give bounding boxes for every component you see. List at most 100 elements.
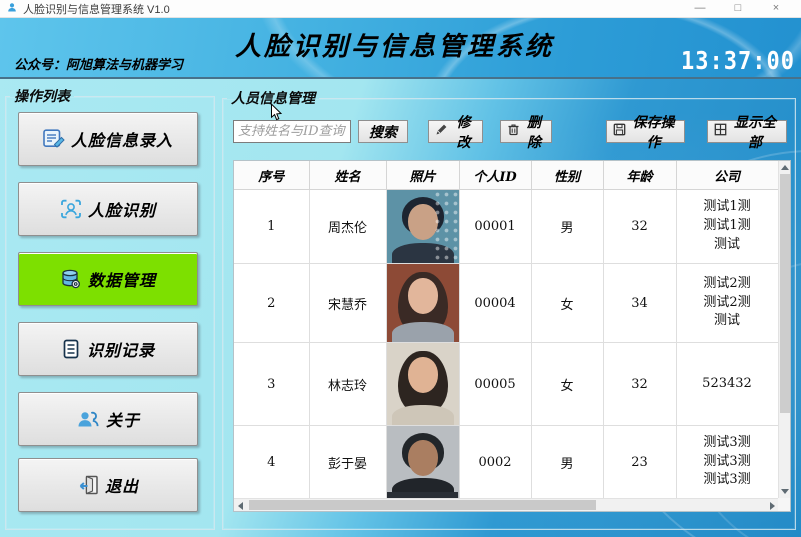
sidebar-item-label: 识别记录 bbox=[86, 341, 155, 360]
next-row-photo-sliver bbox=[387, 492, 458, 498]
about-users-icon bbox=[76, 409, 100, 429]
table-row[interactable]: 4 彭于晏 0002 男 23 测试3测 测试3测 测试3测 bbox=[234, 425, 779, 499]
horizontal-scrollbar-thumb[interactable] bbox=[249, 500, 596, 510]
people-table: 序号 姓名 照片 个人ID 性别 年龄 公司 1 周杰伦 00001 男 32 … bbox=[234, 161, 779, 499]
table-header-row: 序号 姓名 照片 个人ID 性别 年龄 公司 bbox=[234, 161, 779, 190]
cell-gender: 男 bbox=[530, 189, 604, 264]
cell-photo bbox=[385, 342, 460, 426]
cell-seq: 1 bbox=[234, 189, 310, 264]
cell-id: 00001 bbox=[458, 189, 532, 264]
cell-age: 32 bbox=[602, 342, 677, 426]
vertical-scrollbar-thumb[interactable] bbox=[780, 174, 790, 413]
col-header-photo: 照片 bbox=[385, 161, 460, 190]
sidebar-groupbox: 操作列表 bbox=[5, 86, 215, 530]
col-header-seq: 序号 bbox=[234, 161, 310, 190]
save-button[interactable]: 保存操作 bbox=[606, 115, 685, 151]
app-icon bbox=[6, 1, 18, 16]
person-photo bbox=[387, 264, 458, 342]
pencil-icon bbox=[435, 123, 448, 140]
col-header-name: 姓名 bbox=[308, 161, 387, 190]
edit-button[interactable]: 修改 bbox=[428, 115, 483, 151]
face-scan-icon bbox=[60, 199, 82, 219]
search-button-label: 搜索 bbox=[369, 124, 397, 141]
show-all-button-label: 显示全部 bbox=[734, 114, 776, 151]
record-list-icon bbox=[61, 339, 81, 359]
cell-gender: 女 bbox=[530, 342, 604, 426]
delete-button[interactable]: 删除 bbox=[500, 115, 552, 151]
col-header-age: 年龄 bbox=[602, 161, 677, 190]
scrollbar-corner bbox=[778, 498, 790, 511]
sidebar-item-exit[interactable]: 退出 bbox=[18, 458, 198, 512]
cell-photo bbox=[385, 263, 460, 343]
person-photo bbox=[387, 190, 458, 263]
cell-seq: 3 bbox=[234, 342, 310, 426]
sidebar-item-recognition-records[interactable]: 识别记录 bbox=[18, 322, 198, 376]
col-header-gender: 性别 bbox=[530, 161, 604, 190]
database-gear-icon bbox=[60, 269, 82, 289]
header-banner: 人脸识别与信息管理系统 公众号：阿旭算法与机器学习 13:37:00 bbox=[0, 18, 801, 79]
person-photo bbox=[387, 426, 458, 498]
cell-id: 00005 bbox=[458, 342, 532, 426]
vertical-scrollbar[interactable] bbox=[778, 161, 790, 498]
table-row[interactable]: 3 林志玲 00005 女 32 523432 bbox=[234, 342, 779, 426]
sidebar-item-data-management[interactable]: 数据管理 bbox=[18, 252, 198, 306]
window-titlebar: 人脸识别与信息管理系统 V1.0 — □ × bbox=[0, 0, 801, 18]
edit-button-label: 修改 bbox=[456, 114, 471, 151]
cell-photo bbox=[385, 425, 460, 499]
search-input[interactable] bbox=[233, 120, 351, 143]
photo-face bbox=[407, 357, 438, 393]
horizontal-scrollbar[interactable] bbox=[234, 498, 778, 511]
window-title: 人脸识别与信息管理系统 V1.0 bbox=[23, 3, 170, 16]
maximize-button[interactable]: □ bbox=[734, 2, 742, 14]
edit-document-icon bbox=[43, 129, 65, 149]
exit-door-icon bbox=[77, 475, 99, 495]
cell-company: 测试2测 测试2测 测试 bbox=[675, 263, 779, 343]
cell-seq: 2 bbox=[234, 263, 310, 343]
minimize-button[interactable]: — bbox=[694, 2, 706, 14]
close-button[interactable]: × bbox=[772, 2, 780, 14]
photo-torso bbox=[391, 322, 454, 342]
cell-seq: 4 bbox=[234, 425, 310, 499]
cell-company: 测试1测 测试1测 测试 bbox=[675, 189, 779, 264]
people-table-container: 序号 姓名 照片 个人ID 性别 年龄 公司 1 周杰伦 00001 男 32 … bbox=[233, 160, 791, 512]
photo-torso bbox=[391, 243, 454, 263]
main-group-label: 人员信息管理 bbox=[231, 91, 315, 107]
cell-id: 0002 bbox=[458, 425, 532, 499]
cell-photo bbox=[385, 189, 460, 264]
photo-face bbox=[407, 440, 438, 476]
photo-face bbox=[407, 278, 438, 314]
cell-gender: 女 bbox=[530, 263, 604, 343]
scroll-up-arrow[interactable] bbox=[779, 161, 791, 174]
table-row[interactable]: 1 周杰伦 00001 男 32 测试1测 测试1测 测试 bbox=[234, 189, 779, 264]
sidebar-item-label: 数据管理 bbox=[87, 271, 156, 290]
search-button[interactable]: 搜索 bbox=[358, 120, 408, 143]
photo-face bbox=[407, 204, 438, 240]
table-row[interactable]: 2 宋慧乔 00004 女 34 测试2测 测试2测 测试 bbox=[234, 263, 779, 343]
people-table-body: 1 周杰伦 00001 男 32 测试1测 测试1测 测试 2 宋慧乔 00004 … bbox=[234, 189, 779, 499]
cell-name: 林志玲 bbox=[308, 342, 387, 426]
header-subtitle: 公众号：阿旭算法与机器学习 bbox=[14, 58, 184, 73]
sidebar-item-face-entry[interactable]: 人脸信息录入 bbox=[18, 112, 198, 166]
sidebar-item-label: 退出 bbox=[104, 477, 139, 496]
sidebar-item-label: 人脸信息录入 bbox=[70, 131, 173, 150]
cell-gender: 男 bbox=[530, 425, 604, 499]
save-button-label: 保存操作 bbox=[632, 114, 675, 151]
page-title: 人脸识别与信息管理系统 bbox=[235, 32, 555, 62]
delete-button-label: 删除 bbox=[527, 114, 541, 151]
photo-torso bbox=[391, 405, 454, 425]
main-groupbox: 人员信息管理 bbox=[222, 88, 796, 530]
sidebar-item-label: 人脸识别 bbox=[87, 201, 156, 220]
person-photo bbox=[387, 343, 458, 425]
cell-name: 周杰伦 bbox=[308, 189, 387, 264]
cell-name: 宋慧乔 bbox=[308, 263, 387, 343]
cell-age: 23 bbox=[602, 425, 677, 499]
scroll-right-arrow[interactable] bbox=[766, 499, 778, 512]
cell-company: 523432 bbox=[675, 342, 779, 426]
sidebar-item-face-recognition[interactable]: 人脸识别 bbox=[18, 182, 198, 236]
scroll-left-arrow[interactable] bbox=[234, 499, 246, 512]
show-all-button[interactable]: 显示全部 bbox=[707, 115, 787, 151]
col-header-company: 公司 bbox=[675, 161, 779, 190]
scroll-down-arrow[interactable] bbox=[779, 485, 791, 498]
sidebar-item-about[interactable]: 关于 bbox=[18, 392, 198, 446]
